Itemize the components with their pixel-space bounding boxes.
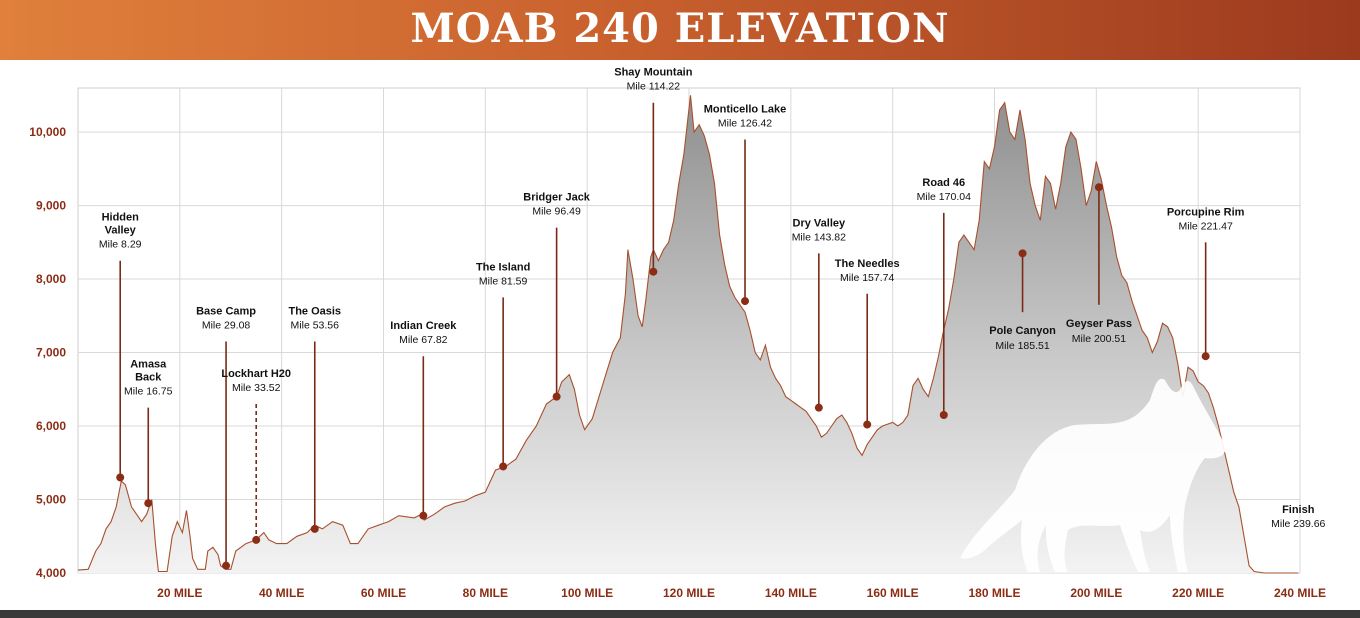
- elevation-line: [77, 95, 1299, 574]
- chart-title: MOAB 240 ELEVATION: [410, 5, 950, 52]
- annotation-mile: Mile 16.75: [124, 386, 173, 398]
- annotation-mile: Mile 81.59: [479, 275, 528, 287]
- annotation-name: The Oasis: [288, 306, 341, 318]
- annotation-name: The Needles: [835, 258, 900, 270]
- bottom-strip: [0, 610, 1360, 618]
- annotation-name: Geyser Pass: [1066, 318, 1132, 330]
- annotation-name: Shay Mountain: [614, 67, 693, 79]
- annotation-marker: [863, 420, 872, 429]
- annotation-the-oasis: The Oasis Mile 53.56: [288, 306, 341, 533]
- annotation-name: Back: [135, 372, 162, 384]
- x-tick-label: 160 MILE: [867, 586, 919, 600]
- annotation-mile: Mile 221.47: [1179, 220, 1233, 232]
- y-tick-label: 4,000: [36, 566, 66, 580]
- annotation-marker: [499, 462, 508, 471]
- annotation-name: Valley: [105, 225, 137, 237]
- x-tick-label: 60 MILE: [361, 586, 406, 600]
- annotation-bridger-jack: Bridger Jack Mile 96.49: [523, 192, 591, 401]
- elevation-chart: 4,000 5,000 6,000 7,000 8,000 9,000 10,000 20 M…: [29, 67, 1326, 600]
- annotation-name: Lockhart H20: [221, 368, 291, 380]
- annotation-name: Hidden: [102, 212, 140, 224]
- annotation-marker: [741, 297, 750, 306]
- annotation-finish: Finish Mile 239.66: [1271, 504, 1325, 530]
- x-tick-label: 40 MILE: [259, 586, 304, 600]
- annotation-name: Dry Valley: [793, 217, 846, 229]
- annotation-name: Porcupine Rim: [1167, 206, 1245, 218]
- annotation-mile: Mile 143.82: [792, 231, 846, 243]
- annotation-dry-valley: Dry Valley Mile 143.82: [792, 217, 846, 412]
- y-tick-label: 7,000: [36, 346, 66, 360]
- annotation-marker: [814, 403, 823, 412]
- annotation-porcupine-rim: Porcupine Rim Mile 221.47: [1167, 206, 1245, 361]
- elevation-fill: [78, 95, 1299, 574]
- annotation-name: Road 46: [922, 177, 965, 189]
- annotation-mile: Mile 157.74: [840, 272, 894, 284]
- annotation-mile: Mile 185.51: [995, 340, 1049, 352]
- y-tick-label: 8,000: [36, 272, 66, 286]
- annotation-marker: [419, 511, 428, 520]
- annotation-name: The Island: [476, 261, 530, 273]
- annotation-mile: Mile 29.08: [202, 320, 251, 332]
- annotation-name: Amasa: [130, 359, 167, 371]
- annotation-marker: [310, 524, 319, 533]
- x-tick-label: 220 MILE: [1172, 586, 1224, 600]
- annotation-marker: [1018, 249, 1027, 258]
- annotation-mile: Mile 8.29: [99, 239, 142, 251]
- x-tick-label: 180 MILE: [968, 586, 1020, 600]
- x-tick-label: 120 MILE: [663, 586, 715, 600]
- annotation-marker: [222, 561, 231, 570]
- annotation-mile: Mile 170.04: [917, 191, 971, 203]
- annotation-marker: [649, 267, 658, 276]
- annotation-marker: [252, 535, 261, 544]
- annotation-base-camp: Base Camp Mile 29.08: [196, 306, 256, 570]
- annotation-mile: Mile 126.42: [718, 117, 772, 129]
- annotation-shay-mountain: Shay Mountain Mile 114.22: [614, 67, 693, 276]
- annotation-mile: Mile 200.51: [1072, 333, 1126, 345]
- annotation-the-needles: The Needles Mile 157.74: [835, 258, 900, 429]
- y-tick-label: 6,000: [36, 419, 66, 433]
- annotation-marker: [144, 499, 153, 508]
- annotation-marker: [1201, 352, 1210, 361]
- annotation-lockhart-h20: Lockhart H20 Mile 33.52: [221, 368, 291, 544]
- y-tick-label: 10,000: [29, 125, 66, 139]
- y-tick-label: 5,000: [36, 493, 66, 507]
- annotation-marker: [552, 392, 561, 401]
- annotation-geyser-pass: Geyser Pass Mile 200.51: [1066, 183, 1132, 345]
- annotation-mile: Mile 96.49: [532, 206, 581, 218]
- annotation-mile: Mile 239.66: [1271, 518, 1325, 530]
- x-tick-label: 80 MILE: [463, 586, 508, 600]
- x-tick-label: 100 MILE: [561, 586, 613, 600]
- annotation-name: Monticello Lake: [704, 103, 787, 115]
- annotation-mile: Mile 53.56: [291, 320, 340, 332]
- y-tick-label: 9,000: [36, 199, 66, 213]
- annotation-mile: Mile 67.82: [399, 334, 448, 346]
- annotation-indian-creek: Indian Creek Mile 67.82: [390, 320, 457, 520]
- annotation-marker: [1094, 183, 1103, 192]
- title-banner: MOAB 240 ELEVATION: [0, 0, 1360, 60]
- annotation-name: Base Camp: [196, 306, 256, 318]
- annotation-the-island: The Island Mile 81.59: [476, 261, 530, 471]
- annotation-road-46: Road 46 Mile 170.04: [917, 177, 971, 420]
- x-tick-label: 20 MILE: [157, 586, 202, 600]
- x-tick-label: 140 MILE: [765, 586, 817, 600]
- x-tick-label: 240 MILE: [1274, 586, 1326, 600]
- elevation-area: [77, 95, 1299, 574]
- annotation-marker: [939, 411, 948, 420]
- axes: 4,000 5,000 6,000 7,000 8,000 9,000 10,000 20 M…: [29, 125, 1326, 600]
- x-tick-label: 200 MILE: [1070, 586, 1122, 600]
- annotation-monticello-lake: Monticello Lake Mile 126.42: [704, 103, 787, 306]
- annotation-name: Bridger Jack: [523, 192, 591, 204]
- annotation-name: Indian Creek: [390, 320, 457, 332]
- annotation-mile: Mile 114.22: [627, 81, 681, 93]
- annotation-marker: [116, 473, 125, 482]
- annotation-name: Finish: [1282, 504, 1315, 516]
- coyote-silhouette: [960, 378, 1226, 572]
- annotation-pole-canyon: Pole Canyon Mile 185.51: [989, 249, 1056, 352]
- annotation-name: Pole Canyon: [989, 325, 1056, 337]
- annotation-mile: Mile 33.52: [232, 382, 281, 394]
